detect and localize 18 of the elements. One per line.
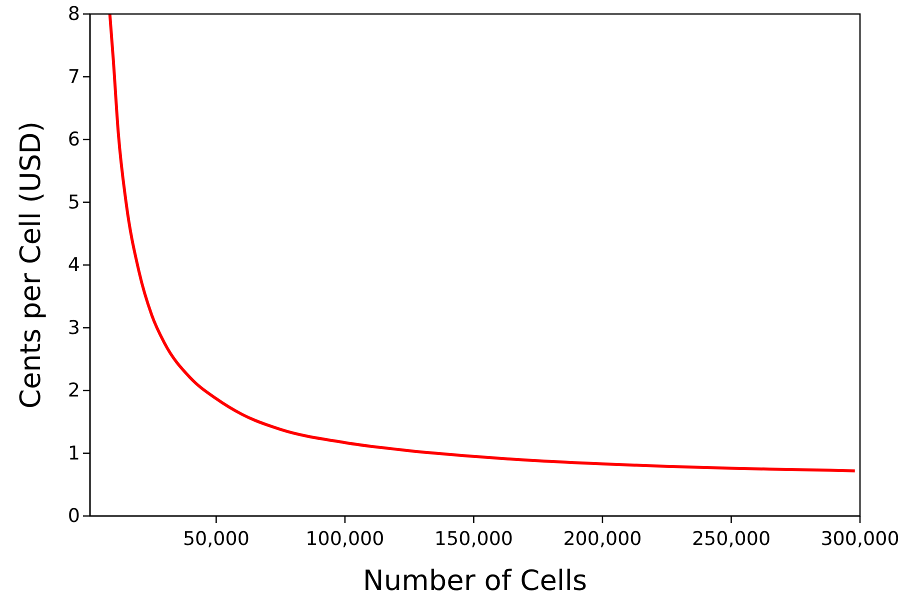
line-series — [108, 14, 856, 472]
y-tick-label: 6 — [68, 128, 80, 151]
x-tick-label: 200,000 — [563, 528, 642, 550]
y-tick-label: 2 — [68, 380, 80, 402]
y-axis-title: Cents per Cell (USD) — [14, 121, 47, 409]
y-tick-label: 8 — [68, 3, 80, 26]
y-tick-label: 1 — [68, 442, 80, 464]
x-tick-label: 50,000 — [182, 528, 250, 550]
y-tick-label: 0 — [68, 505, 80, 528]
x-axis-title: Number of Cells — [362, 564, 588, 597]
y-tick-label: 5 — [68, 191, 80, 214]
x-tick-label: 100,000 — [306, 528, 384, 550]
y-tick-label: 3 — [68, 316, 80, 339]
y-tick-label: 7 — [68, 66, 80, 88]
x-tick-label: 250,000 — [692, 528, 771, 550]
y-tick-label: 4 — [68, 254, 80, 276]
x-tick-label: 300,000 — [820, 528, 900, 550]
x-tick-label: 150,000 — [434, 528, 513, 550]
